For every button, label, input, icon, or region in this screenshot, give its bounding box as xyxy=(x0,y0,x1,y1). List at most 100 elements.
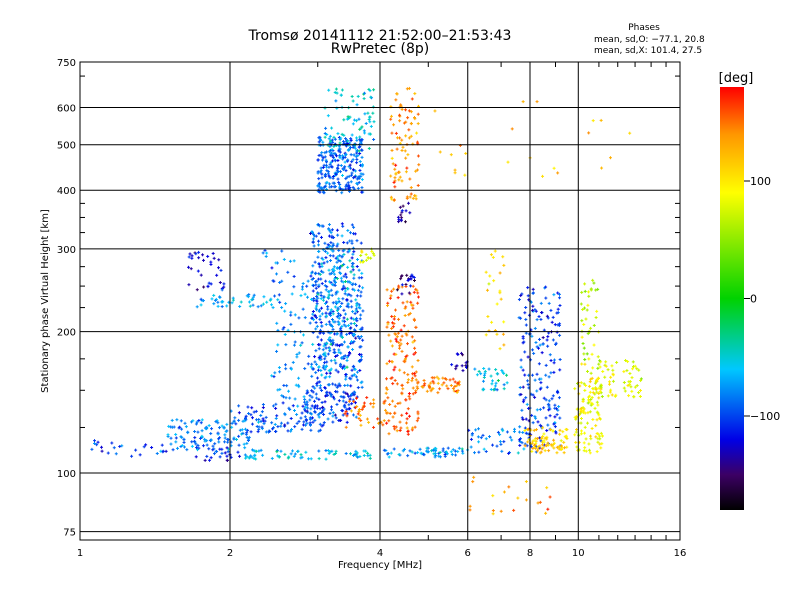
data-point xyxy=(360,385,364,389)
data-point xyxy=(323,249,327,253)
data-point xyxy=(317,140,321,144)
data-point xyxy=(336,177,340,181)
data-point xyxy=(348,185,352,189)
data-point xyxy=(232,419,236,423)
data-point xyxy=(241,431,245,435)
data-point xyxy=(334,189,338,193)
data-point xyxy=(261,453,265,457)
data-point xyxy=(215,273,219,277)
data-point xyxy=(247,411,251,415)
data-point xyxy=(340,287,344,291)
data-point xyxy=(212,302,216,306)
data-point xyxy=(360,155,364,159)
data-point xyxy=(372,398,376,402)
data-point xyxy=(338,313,342,317)
data-point xyxy=(336,163,340,167)
data-point xyxy=(351,176,355,180)
data-point xyxy=(417,163,421,167)
data-point xyxy=(392,123,396,127)
data-point xyxy=(287,389,291,393)
data-point xyxy=(335,277,339,281)
data-point xyxy=(356,94,360,98)
data-point xyxy=(320,388,324,392)
data-point xyxy=(342,390,346,394)
data-point xyxy=(182,438,186,442)
data-point xyxy=(161,449,165,453)
data-point xyxy=(341,154,345,158)
data-point xyxy=(334,416,338,420)
data-point xyxy=(303,316,307,320)
data-point xyxy=(278,280,282,284)
data-point xyxy=(317,397,321,401)
data-point xyxy=(328,450,332,454)
data-point xyxy=(355,157,359,161)
data-point xyxy=(285,384,289,388)
data-point xyxy=(319,297,323,301)
data-point xyxy=(395,136,399,140)
data-point xyxy=(345,332,349,336)
data-point xyxy=(331,342,335,346)
data-point xyxy=(369,95,373,99)
data-point xyxy=(95,443,99,447)
data-point xyxy=(331,268,335,272)
data-point xyxy=(174,440,178,444)
data-point xyxy=(320,172,324,176)
data-point xyxy=(251,295,255,299)
data-point xyxy=(343,383,347,387)
data-point xyxy=(404,134,408,138)
data-point xyxy=(341,399,345,403)
data-point xyxy=(318,190,322,194)
data-point xyxy=(328,176,332,180)
data-point xyxy=(404,120,408,124)
data-point xyxy=(262,295,266,299)
data-point xyxy=(284,343,288,347)
data-point xyxy=(314,271,318,275)
data-point xyxy=(318,428,322,432)
data-point xyxy=(222,285,226,289)
data-point xyxy=(331,312,335,316)
data-point xyxy=(331,176,335,180)
data-point xyxy=(347,323,351,327)
data-point xyxy=(324,126,328,130)
data-point xyxy=(237,404,241,408)
data-point xyxy=(353,401,357,405)
data-point xyxy=(295,413,299,417)
data-point xyxy=(320,373,324,377)
data-point xyxy=(320,411,324,415)
data-point xyxy=(306,406,310,410)
data-point xyxy=(342,364,346,368)
data-point xyxy=(220,424,224,428)
data-point xyxy=(299,343,303,347)
data-point xyxy=(358,152,362,156)
data-point xyxy=(238,304,242,308)
data-point xyxy=(339,326,343,330)
data-point xyxy=(353,328,357,332)
data-point xyxy=(365,396,369,400)
data-point xyxy=(329,342,333,346)
data-point xyxy=(405,166,409,170)
data-point xyxy=(356,186,360,190)
data-point xyxy=(332,397,336,401)
data-point xyxy=(213,442,217,446)
data-point xyxy=(345,407,349,411)
data-point xyxy=(344,409,348,413)
data-point xyxy=(323,400,327,404)
data-point xyxy=(275,321,279,325)
data-point xyxy=(358,306,362,310)
data-point xyxy=(404,156,408,160)
data-point xyxy=(205,454,209,458)
data-point xyxy=(322,344,326,348)
data-point xyxy=(371,111,375,115)
data-point xyxy=(344,169,348,173)
data-point xyxy=(324,311,328,315)
data-point xyxy=(338,182,342,186)
data-point xyxy=(183,421,187,425)
data-point xyxy=(314,321,318,325)
data-point xyxy=(355,375,359,379)
data-point xyxy=(325,342,329,346)
data-point xyxy=(359,358,363,362)
data-point xyxy=(358,413,362,417)
data-point xyxy=(209,260,213,264)
data-point xyxy=(342,262,346,266)
